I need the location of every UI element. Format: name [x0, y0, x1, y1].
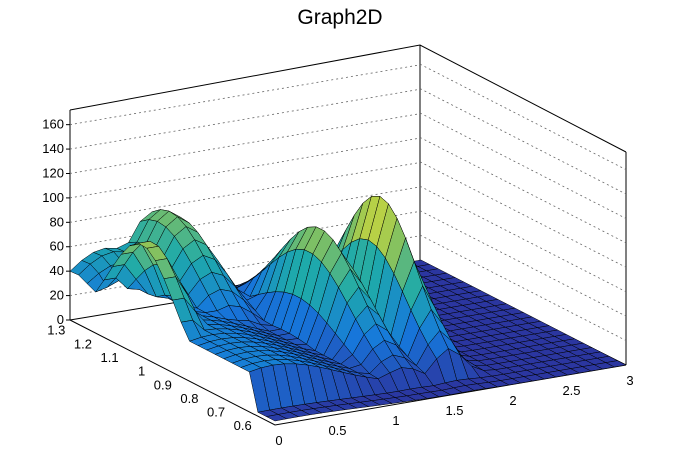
- z-tick-label: 80: [50, 214, 64, 229]
- grid-line: [69, 64, 627, 171]
- grid-line: [69, 161, 627, 268]
- grid-line: [69, 235, 627, 341]
- z-tick-label: 140: [42, 141, 64, 156]
- z-tick-label: 40: [50, 263, 64, 278]
- x-tick-label: 0.5: [328, 423, 346, 438]
- z-tick-label: 160: [42, 117, 64, 132]
- z-tick-label: 20: [50, 288, 64, 303]
- x-tick-label: 0: [275, 433, 282, 448]
- z-tick-label: 60: [50, 239, 64, 254]
- y-tick-label: 0.9: [154, 377, 172, 392]
- y-tick-label: 1.3: [47, 323, 65, 338]
- surface-mesh: [69, 195, 627, 422]
- grid-line: [69, 113, 627, 219]
- y-tick-label: 0.6: [234, 418, 252, 433]
- grid-line: [69, 137, 627, 244]
- x-tick-label: 1.5: [445, 403, 463, 418]
- grid-line: [69, 88, 627, 195]
- surface-cell: [265, 414, 288, 422]
- z-tick-label: 120: [42, 165, 64, 180]
- z-axis: 0 20 40 60 80 100 120 140 160: [42, 117, 70, 327]
- y-tick-label: 0.7: [207, 405, 225, 420]
- x-axis: 0 0.5 1 1.5 2 2.5 3: [275, 373, 633, 448]
- x-tick-label: 2: [509, 393, 516, 408]
- y-axis: 0.6 0.7 0.8 0.9 1 1.1 1.2 1.3: [47, 323, 251, 433]
- y-tick-label: 1.2: [74, 336, 92, 351]
- x-tick-label: 2.5: [562, 383, 580, 398]
- y-tick-label: 1: [138, 364, 145, 379]
- y-tick-label: 0.8: [180, 391, 198, 406]
- y-tick-label: 1.1: [100, 350, 118, 365]
- z-tick-label: 100: [42, 190, 64, 205]
- x-tick-label: 3: [626, 373, 633, 388]
- x-tick-label: 1: [392, 413, 399, 428]
- chart-title: Graph2D: [297, 6, 382, 29]
- z-tick-label: 0: [57, 312, 64, 327]
- grid-line: [69, 186, 627, 293]
- grid-lines: [69, 64, 627, 341]
- grid-line: [69, 210, 627, 317]
